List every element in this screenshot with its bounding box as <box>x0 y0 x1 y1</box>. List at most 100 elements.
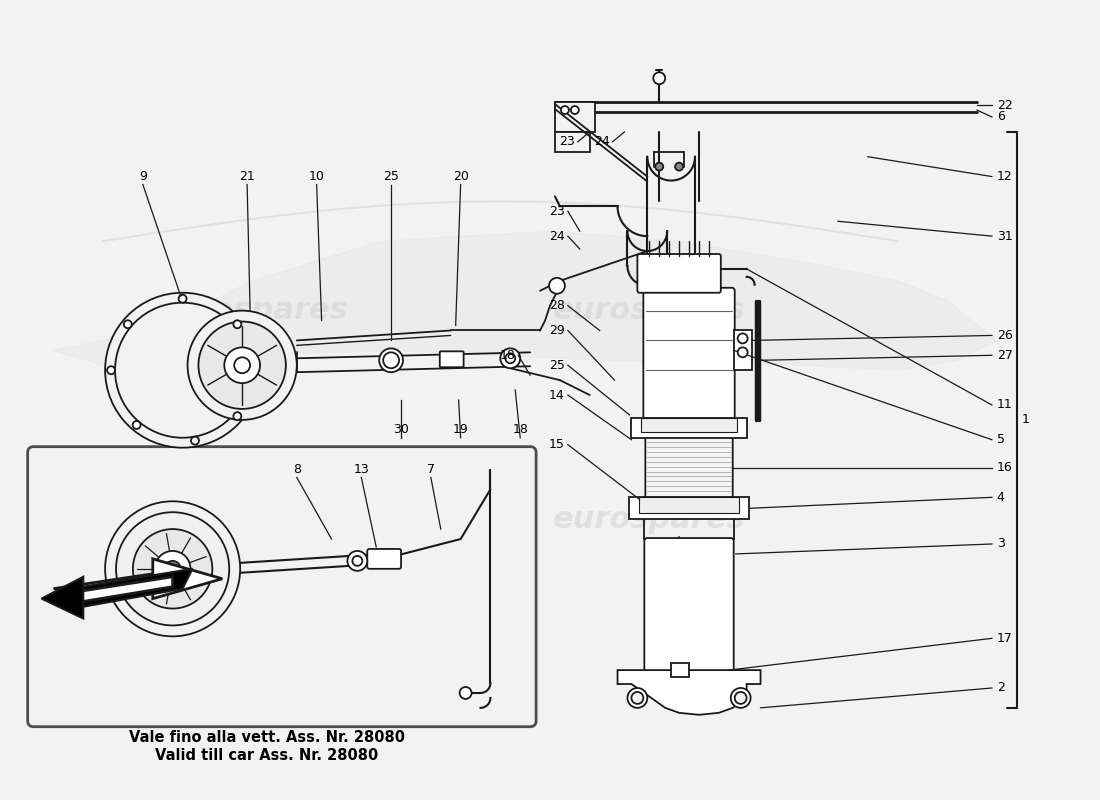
Circle shape <box>348 551 367 571</box>
Bar <box>671 663 689 677</box>
Circle shape <box>627 688 647 708</box>
Text: 13: 13 <box>353 463 370 476</box>
Text: eurospares: eurospares <box>156 505 349 534</box>
Circle shape <box>133 529 212 609</box>
Text: 28: 28 <box>549 299 565 312</box>
Polygon shape <box>617 670 760 714</box>
Bar <box>556 132 590 152</box>
Circle shape <box>549 278 565 294</box>
Circle shape <box>233 320 241 328</box>
Text: 8: 8 <box>293 463 300 476</box>
Circle shape <box>505 354 515 363</box>
Circle shape <box>234 358 250 373</box>
Text: 1: 1 <box>1022 414 1030 426</box>
Text: eurospares: eurospares <box>553 296 746 325</box>
Circle shape <box>653 72 666 84</box>
Polygon shape <box>74 569 192 609</box>
Circle shape <box>224 347 260 383</box>
Text: 27: 27 <box>997 349 1013 362</box>
Circle shape <box>233 412 241 420</box>
Text: 31: 31 <box>997 230 1013 242</box>
Text: 24: 24 <box>549 230 565 242</box>
Circle shape <box>178 294 187 302</box>
Text: 3: 3 <box>997 538 1004 550</box>
Text: 25: 25 <box>549 358 565 372</box>
Bar <box>639 498 739 514</box>
FancyBboxPatch shape <box>646 436 733 499</box>
Text: 26: 26 <box>997 329 1013 342</box>
FancyBboxPatch shape <box>440 351 463 367</box>
Circle shape <box>107 366 116 374</box>
Text: 18: 18 <box>499 349 515 362</box>
Text: 2: 2 <box>997 682 1004 694</box>
Text: eurospares: eurospares <box>156 296 349 325</box>
Text: 6: 6 <box>997 110 1004 123</box>
Text: Valid till car Ass. Nr. 28080: Valid till car Ass. Nr. 28080 <box>155 748 378 763</box>
Text: 15: 15 <box>549 438 565 451</box>
Circle shape <box>730 688 750 708</box>
Text: Vale fino alla vett. Ass. Nr. 28080: Vale fino alla vett. Ass. Nr. 28080 <box>129 730 405 745</box>
Circle shape <box>738 347 748 358</box>
Text: 7: 7 <box>427 463 434 476</box>
Bar <box>734 330 751 370</box>
Text: 25: 25 <box>383 170 399 183</box>
Text: 30: 30 <box>393 423 409 436</box>
Text: 17: 17 <box>997 632 1013 645</box>
Bar <box>641 418 737 432</box>
Circle shape <box>738 334 748 343</box>
Text: 24: 24 <box>594 135 609 148</box>
Text: 18: 18 <box>513 423 528 436</box>
Circle shape <box>500 348 520 368</box>
Circle shape <box>379 348 403 372</box>
Text: 23: 23 <box>559 135 575 148</box>
Polygon shape <box>54 231 997 370</box>
FancyBboxPatch shape <box>367 549 402 569</box>
FancyBboxPatch shape <box>28 446 536 726</box>
Circle shape <box>155 551 190 586</box>
Text: eurospares: eurospares <box>553 505 746 534</box>
Text: 12: 12 <box>997 170 1013 183</box>
Text: 10: 10 <box>309 170 324 183</box>
Circle shape <box>656 162 663 170</box>
Text: 19: 19 <box>453 423 469 436</box>
Text: 9: 9 <box>139 170 146 183</box>
Text: 29: 29 <box>549 324 565 337</box>
Circle shape <box>198 322 286 409</box>
Circle shape <box>124 320 132 328</box>
Text: 4: 4 <box>997 491 1004 504</box>
Text: 22: 22 <box>997 98 1013 111</box>
Circle shape <box>383 352 399 368</box>
Polygon shape <box>42 577 84 618</box>
Bar <box>629 498 749 519</box>
Circle shape <box>250 366 258 374</box>
Circle shape <box>116 512 229 626</box>
Circle shape <box>631 692 644 704</box>
Text: 11: 11 <box>997 398 1013 411</box>
Circle shape <box>106 502 240 636</box>
Polygon shape <box>58 577 173 606</box>
FancyBboxPatch shape <box>645 538 734 673</box>
Polygon shape <box>54 559 222 598</box>
Circle shape <box>675 162 683 170</box>
Text: 21: 21 <box>239 170 255 183</box>
Circle shape <box>133 421 141 429</box>
FancyBboxPatch shape <box>644 288 735 423</box>
Text: 20: 20 <box>453 170 469 183</box>
FancyBboxPatch shape <box>637 254 720 293</box>
Circle shape <box>116 302 250 438</box>
Circle shape <box>460 687 472 699</box>
Text: 14: 14 <box>549 389 565 402</box>
Text: 23: 23 <box>549 205 565 218</box>
Circle shape <box>352 556 362 566</box>
Circle shape <box>106 293 260 448</box>
Circle shape <box>187 310 297 420</box>
Circle shape <box>735 692 747 704</box>
Bar <box>556 102 595 132</box>
Text: 5: 5 <box>997 434 1005 446</box>
Text: 16: 16 <box>997 461 1013 474</box>
Circle shape <box>561 106 569 114</box>
Circle shape <box>191 437 199 445</box>
Circle shape <box>165 561 180 577</box>
Bar <box>631 418 747 438</box>
Circle shape <box>571 106 579 114</box>
